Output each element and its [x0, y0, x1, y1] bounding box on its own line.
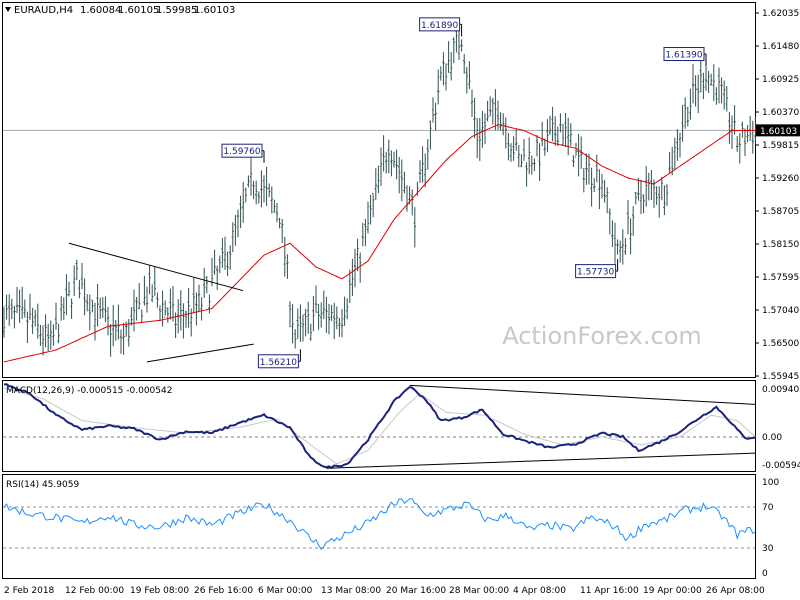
x-tick: 20 Mar 16:00: [386, 586, 446, 596]
x-tick: 26 Feb 16:00: [194, 586, 253, 596]
annotation-label: 1.57730: [577, 268, 614, 278]
annotation-label: 1.61390: [665, 51, 702, 61]
y-tick: 100: [762, 478, 779, 488]
annotation-box: [575, 264, 617, 279]
annotation-label: 1.59760: [223, 147, 260, 157]
moving-average-line: [3, 124, 756, 363]
y-tick: 1.61480: [762, 42, 799, 52]
y-tick: 1.58150: [762, 240, 799, 250]
annotation-label: 1.61890: [421, 21, 458, 31]
price-bars: [2, 18, 757, 357]
y-tick: 1.60370: [762, 108, 799, 118]
price-annotations: 1.61890 1.61390 1.59760 1.57730 1.56210: [221, 17, 707, 369]
y-tick: -0.00594: [762, 461, 800, 471]
y-tick: 1.62035: [762, 9, 799, 19]
y-tick: 1.60925: [762, 75, 799, 85]
annotation-box: [663, 47, 705, 62]
dropdown-arrow-icon[interactable]: [5, 7, 11, 12]
y-tick: 1.59260: [762, 174, 799, 184]
y-tick: 1.56500: [762, 339, 799, 349]
x-tick: 19 Feb 08:00: [130, 586, 189, 596]
x-tick: 2 Feb 2018: [4, 586, 55, 596]
header-low: 1.59985: [156, 5, 197, 16]
triangle-trendlines: [68, 242, 254, 363]
macd-line: [3, 383, 756, 470]
main-pane: [2, 2, 756, 378]
rsi-title: RSI(14) 45.9059: [6, 480, 79, 490]
y-tick: 30: [762, 544, 774, 554]
x-tick: 6 Mar 00:00: [258, 586, 313, 596]
watermark: ActionForex.com: [502, 322, 702, 350]
macd-axis: 0.009407 0.00 -0.00594: [762, 385, 800, 471]
x-tick: 13 Mar 08:00: [321, 586, 381, 596]
annotation-label: 1.56210: [260, 358, 297, 368]
y-tick: 0.009407: [762, 385, 800, 395]
y-tick: 0.00: [762, 433, 782, 443]
macd-pane: [2, 380, 756, 472]
time-axis: 2 Feb 2018 12 Feb 00:00 19 Feb 08:00 26 …: [4, 586, 765, 596]
macd-trendline: [326, 452, 756, 469]
y-tick: 70: [762, 503, 774, 513]
macd-title: MACD(12,26,9) -0.000515 -0.000542: [6, 386, 172, 396]
macd-trendlines: [326, 384, 756, 469]
x-tick: 11 Apr 16:00: [580, 586, 639, 596]
y-tick: 1.59815: [762, 141, 799, 151]
y-tick: 1.58705: [762, 207, 799, 217]
rsi-line: [3, 498, 756, 550]
annotation-box: [257, 354, 299, 369]
rsi-axis: 100 70 30 0: [762, 478, 779, 579]
header-high: 1.60105: [118, 5, 159, 16]
x-tick: 12 Feb 00:00: [65, 586, 124, 596]
rsi-pane: [2, 474, 756, 579]
y-tick: 0: [762, 569, 768, 579]
x-tick: 28 Mar 00:00: [449, 586, 509, 596]
x-tick: 4 Apr 08:00: [513, 586, 566, 596]
annotation-box: [221, 143, 263, 158]
annotation-box: [419, 17, 461, 32]
y-tick: 1.57595: [762, 273, 799, 283]
x-tick: 26 Apr 08:00: [706, 586, 765, 596]
trendline: [68, 242, 244, 292]
trendline: [146, 343, 254, 363]
y-tick: 1.57040: [762, 306, 799, 316]
current-price-label: 1.60103: [760, 127, 797, 137]
y-tick: 1.55945: [762, 372, 799, 382]
x-tick: 19 Apr 00:00: [643, 586, 702, 596]
header-close: 1.60103: [194, 5, 235, 16]
macd-trendline: [409, 384, 756, 405]
current-price-box: [756, 124, 800, 137]
main-title: EURAUD,H4: [14, 5, 73, 16]
header-open: 1.60084: [80, 5, 121, 16]
price-axis: 1.62035 1.61480 1.60925 1.60370 1.59815 …: [755, 9, 799, 382]
